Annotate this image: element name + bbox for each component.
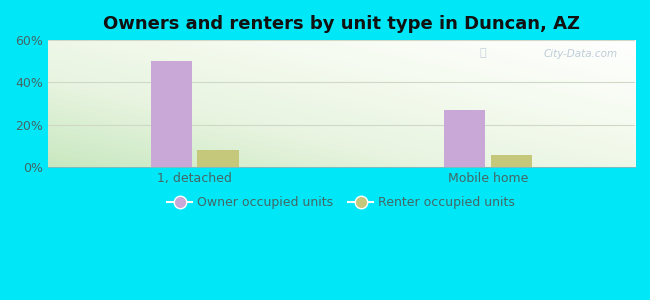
- Title: Owners and renters by unit type in Duncan, AZ: Owners and renters by unit type in Dunca…: [103, 15, 580, 33]
- Text: City-Data.com: City-Data.com: [543, 49, 618, 59]
- Bar: [444, 110, 486, 167]
- Bar: [491, 154, 532, 167]
- Bar: [198, 150, 239, 167]
- Text: ⓘ: ⓘ: [480, 48, 486, 59]
- Bar: [151, 61, 192, 167]
- Legend: Owner occupied units, Renter occupied units: Owner occupied units, Renter occupied un…: [162, 191, 521, 214]
